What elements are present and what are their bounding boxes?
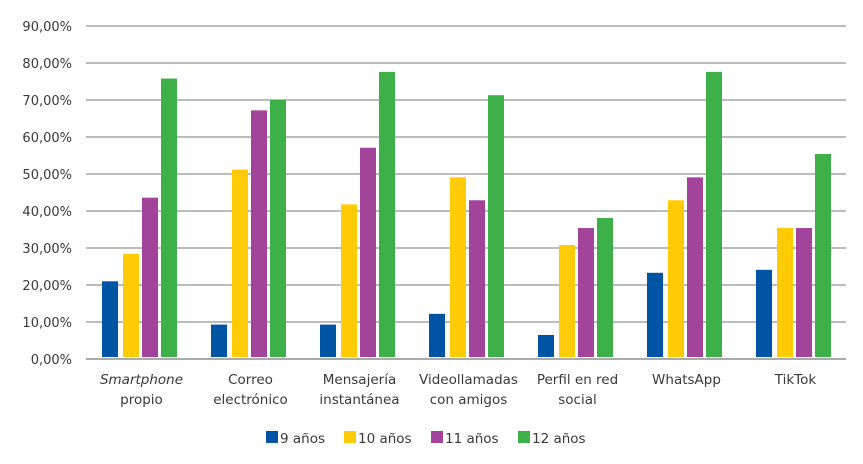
bar-9-años-1	[211, 324, 227, 357]
bar-11-años-3	[469, 200, 485, 357]
bar-12-años-2	[379, 71, 395, 357]
y-tick-label: 70,00%	[22, 94, 72, 109]
legend-label: 10 años	[358, 431, 412, 447]
x-axis-labels: Smartphone propio Correo electrónico Mensaje…	[100, 372, 816, 408]
bar-12-años-6	[815, 154, 831, 357]
bar-9-años-5	[647, 272, 663, 357]
bar-10-años-2	[341, 204, 357, 357]
bar-10-años-4	[559, 245, 575, 357]
bar-9-años-6	[756, 269, 772, 357]
category-label: instantánea	[319, 392, 399, 408]
legend-swatch	[344, 431, 356, 443]
y-tick-label: 60,00%	[22, 131, 72, 146]
y-tick-label: 50,00%	[22, 168, 72, 183]
y-tick-label: 0,00%	[31, 353, 72, 368]
legend-label: 12 años	[532, 431, 586, 447]
category-label: Perfil en red	[537, 372, 618, 388]
y-tick-label: 80,00%	[22, 57, 72, 72]
bar-12-años-0	[161, 78, 177, 357]
category-label: Correo	[228, 372, 273, 388]
bar-11-años-5	[687, 177, 703, 357]
bar-10-años-0	[123, 253, 139, 357]
bar-10-años-6	[777, 228, 793, 357]
y-axis-ticks: 0,00% 10,00% 20,00% 30,00% 40,00% 50,00% 60,00…	[22, 20, 72, 368]
category-label: Smartphone	[100, 372, 183, 388]
bar-10-años-5	[668, 200, 684, 357]
category-label: con amigos	[430, 392, 508, 408]
legend-label: 11 años	[445, 431, 499, 447]
y-tick-label: 20,00%	[22, 279, 72, 294]
bar-10-años-1	[232, 169, 248, 357]
bar-9-años-3	[429, 313, 445, 357]
category-label: electrónico	[213, 392, 288, 408]
bar-12-años-1	[270, 100, 286, 357]
category-label: WhatsApp	[652, 372, 721, 388]
category-label: Videollamadas	[419, 372, 518, 388]
bar-12-años-3	[488, 95, 504, 357]
bar-11-años-1	[251, 110, 267, 357]
category-label: social	[558, 392, 597, 408]
legend: 9 años 10 años 11 años 12 años	[266, 431, 586, 447]
legend-swatch	[518, 431, 530, 443]
bar-11-años-4	[578, 228, 594, 357]
bar-9-años-4	[538, 334, 554, 357]
y-tick-label: 30,00%	[22, 242, 72, 257]
bar-12-años-4	[597, 218, 613, 357]
bar-11-años-2	[360, 147, 376, 357]
y-tick-label: 90,00%	[22, 20, 72, 35]
legend-label: 9 años	[280, 431, 325, 447]
legend-swatch	[266, 431, 278, 443]
bar-9-años-0	[102, 281, 118, 357]
category-label: TikTok	[774, 372, 817, 388]
legend-swatch	[431, 431, 443, 443]
y-tick-label: 10,00%	[22, 316, 72, 331]
bar-10-años-3	[450, 177, 466, 357]
bars	[102, 71, 831, 357]
bar-9-años-2	[320, 324, 336, 357]
category-label: propio	[120, 392, 163, 408]
y-tick-label: 40,00%	[22, 205, 72, 220]
bar-12-años-5	[706, 71, 722, 357]
category-label: Mensajería	[323, 372, 396, 388]
bar-11-años-6	[796, 228, 812, 357]
bar-11-años-0	[142, 197, 158, 357]
